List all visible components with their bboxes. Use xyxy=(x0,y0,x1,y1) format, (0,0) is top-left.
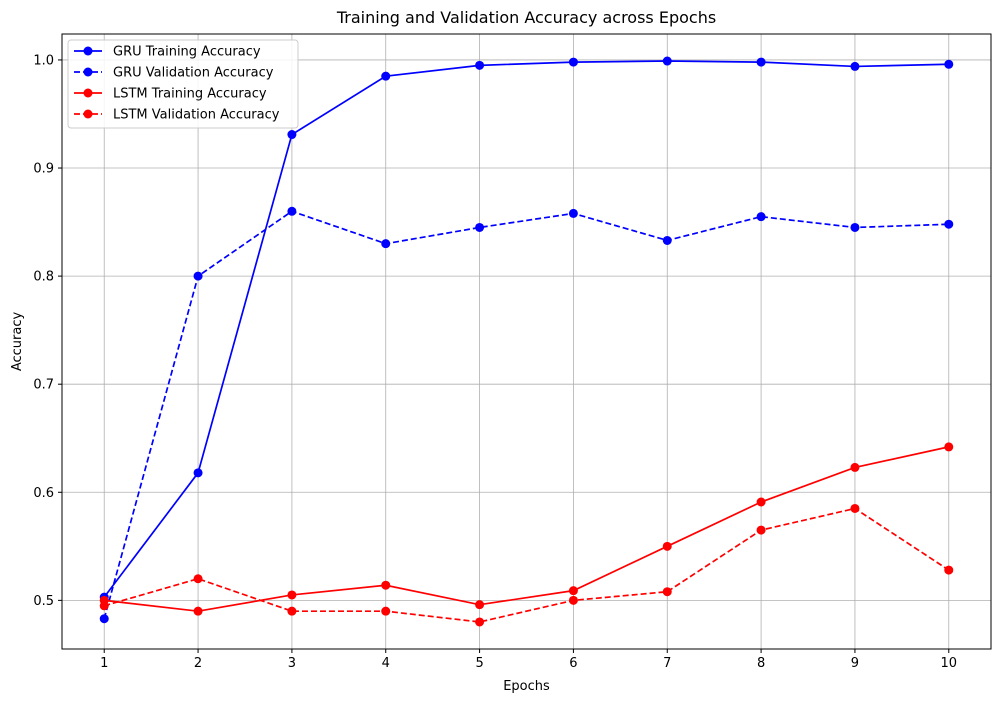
legend-marker-gru-training-accuracy xyxy=(83,46,93,56)
lstm-validation-accuracy-point xyxy=(944,565,954,575)
gru-validation-accuracy-point xyxy=(662,235,672,245)
grid xyxy=(62,34,991,649)
lstm-training-accuracy-line xyxy=(104,446,949,613)
y-tick-label: 0.7 xyxy=(33,378,54,393)
gru-validation-accuracy-point xyxy=(193,271,203,281)
x-tick-label: 1 xyxy=(100,656,108,671)
lstm-validation-accuracy-point xyxy=(193,574,203,584)
lstm-training-accuracy-point xyxy=(944,442,954,452)
series-layer xyxy=(99,56,954,627)
legend: GRU Training Accuracy GRU Validation Accu… xyxy=(67,39,299,129)
gru-validation-accuracy-point xyxy=(944,219,954,229)
y-tick-label: 0.5 xyxy=(33,594,54,609)
legend-label: GRU Validation Accuracy xyxy=(113,66,274,81)
gru-training-accuracy-line xyxy=(103,60,949,598)
gru-validation-accuracy-point xyxy=(475,222,485,232)
legend-marker-lstm-training-accuracy xyxy=(83,88,93,98)
gru-validation-accuracy-point xyxy=(568,208,578,218)
gru-training-accuracy-point xyxy=(944,59,954,69)
x-tick-label: 6 xyxy=(569,656,577,671)
lstm-training-accuracy-point xyxy=(475,600,485,610)
plot-frame xyxy=(61,33,992,650)
gru-training-accuracy-point xyxy=(475,60,485,70)
chart-title: Training and Validation Accuracy across … xyxy=(336,8,716,27)
x-tick-label: 7 xyxy=(663,656,671,671)
x-tick-label: 8 xyxy=(757,656,765,671)
y-axis-label: Accuracy xyxy=(10,312,25,372)
legend-marker-lstm-validation-accuracy xyxy=(83,109,93,119)
lstm-validation-accuracy-point xyxy=(850,503,860,513)
lstm-training-accuracy-point xyxy=(850,462,860,472)
lstm-validation-accuracy-point xyxy=(475,617,485,627)
x-tick-label: 9 xyxy=(851,656,859,671)
gru-training-accuracy-point xyxy=(287,130,297,140)
y-tick-label: 0.8 xyxy=(33,270,54,285)
lstm-training-accuracy-point xyxy=(381,580,391,590)
gru-training-accuracy-point xyxy=(850,61,860,71)
y-tick-label: 1.0 xyxy=(33,53,54,68)
gru-validation-accuracy-point xyxy=(381,239,391,249)
lstm-validation-accuracy-point xyxy=(99,601,109,611)
gru-training-accuracy-point xyxy=(193,468,203,478)
x-axis-ticks: 1 2 3 4 5 6 7 8 9 10 xyxy=(100,649,957,671)
gru-training-accuracy-point xyxy=(756,57,766,67)
legend-box xyxy=(67,39,299,129)
x-tick-label: 5 xyxy=(475,656,483,671)
gru-training-accuracy-point xyxy=(381,71,391,81)
y-axis-ticks: 0.5 0.6 0.7 0.8 0.9 1.0 xyxy=(33,53,62,609)
gru-validation-accuracy-line xyxy=(103,210,949,619)
y-tick-label: 0.9 xyxy=(33,162,54,177)
lstm-training-accuracy-point xyxy=(287,590,297,600)
x-tick-label: 3 xyxy=(288,656,296,671)
gru-validation-accuracy-point xyxy=(756,212,766,222)
x-tick-label: 2 xyxy=(194,656,202,671)
lstm-validation-accuracy-point xyxy=(381,606,391,616)
lstm-training-accuracy-point xyxy=(662,541,672,551)
gru-validation-accuracy-point xyxy=(99,614,109,624)
lstm-training-accuracy-point xyxy=(568,586,578,596)
gru-validation-accuracy-point xyxy=(287,206,297,216)
legend-label: GRU Training Accuracy xyxy=(113,45,261,60)
lstm-validation-accuracy-point xyxy=(756,525,766,535)
legend-marker-gru-validation-accuracy xyxy=(83,67,93,77)
lstm-validation-accuracy-point xyxy=(662,587,672,597)
gru-training-accuracy-point xyxy=(568,57,578,67)
lstm-training-accuracy-point xyxy=(756,497,766,507)
x-axis-label: Epochs xyxy=(503,679,550,694)
lstm-validation-accuracy-point xyxy=(287,606,297,616)
x-tick-label: 4 xyxy=(382,656,390,671)
x-tick-label: 10 xyxy=(940,656,957,671)
gru-validation-accuracy-point xyxy=(850,222,860,232)
lstm-validation-accuracy-point xyxy=(568,595,578,605)
lstm-validation-accuracy-line xyxy=(103,507,950,623)
lstm-training-accuracy-point xyxy=(193,606,203,616)
legend-label: LSTM Validation Accuracy xyxy=(113,108,280,123)
gru-training-accuracy-point xyxy=(662,56,672,66)
y-tick-label: 0.6 xyxy=(33,486,54,501)
legend-label: LSTM Training Accuracy xyxy=(113,87,267,102)
